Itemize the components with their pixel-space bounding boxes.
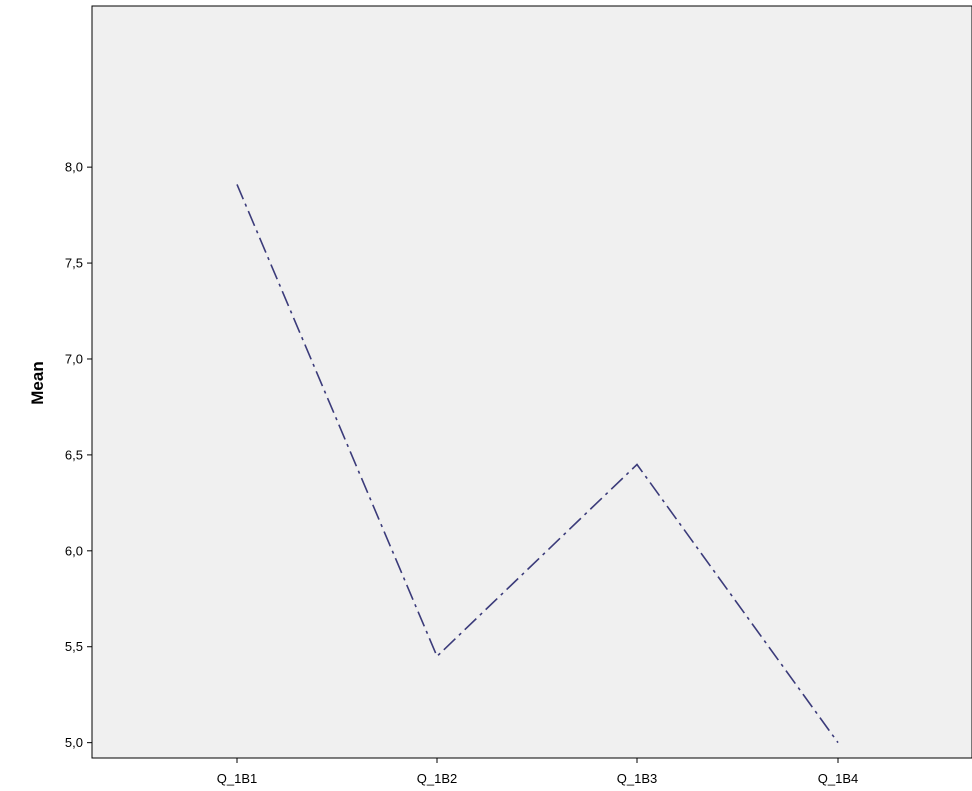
y-tick-label: 5,5 (65, 639, 83, 654)
y-tick-label: 7,0 (65, 351, 83, 366)
plot-area (91, 5, 972, 759)
y-tick-label: 5,0 (65, 735, 83, 750)
series-line (236, 184, 839, 744)
y-tick-label: 6,5 (65, 447, 83, 462)
y-axis: 5,0 5,5 6,0 6,5 7,0 7,5 8,0 (65, 160, 92, 750)
x-tick-label: Q_1B3 (617, 771, 657, 786)
series-group (236, 184, 839, 744)
x-tick-label: Q_1B4 (818, 771, 858, 786)
y-axis-title: Mean (28, 361, 47, 404)
x-tick-label: Q_1B2 (417, 771, 457, 786)
y-tick-label: 8,0 (65, 160, 83, 175)
x-axis: Q_1B1 Q_1B2 Q_1B3 Q_1B4 (217, 758, 858, 786)
x-tick-label: Q_1B1 (217, 771, 257, 786)
y-tick-label: 6,0 (65, 543, 83, 558)
y-tick-label: 7,5 (65, 256, 83, 271)
